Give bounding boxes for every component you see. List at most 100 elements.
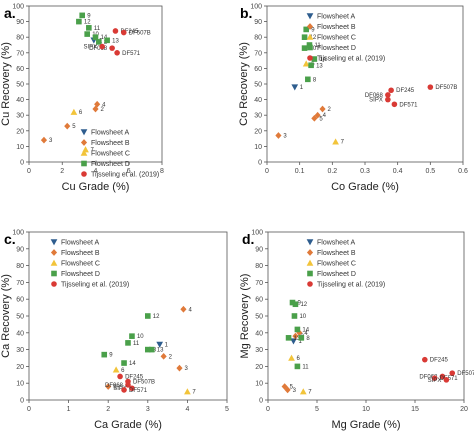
data-point	[319, 105, 326, 113]
x-tick-label: 8	[160, 168, 164, 175]
y-tick-label: 60	[16, 297, 24, 304]
y-tick-label: 0	[20, 398, 24, 405]
point-label: SIPX	[113, 386, 127, 392]
data-point	[285, 335, 292, 341]
point-label: 4	[304, 331, 308, 337]
data-point	[117, 373, 123, 380]
series-tijsseling-et-al-2019-: DF245DF507BDF068DF571SIPX	[419, 356, 474, 384]
point-label: 9	[87, 13, 91, 19]
y-tick-label: 40	[16, 330, 24, 337]
x-axis-title: Mg Grade (%)	[331, 419, 400, 431]
point-label: 1	[165, 343, 169, 349]
legend: Flowsheet A Flowsheet B Flowsheet C Flowshe…	[80, 129, 159, 179]
point-label: 7	[341, 140, 345, 146]
data-point	[92, 34, 99, 40]
y-axis-title: Cu Recovery (%)	[0, 42, 12, 126]
point-label: 13	[157, 348, 164, 354]
series-flowsheet-a: 1	[291, 84, 304, 91]
legend-marker	[306, 33, 314, 40]
point-label: 5	[72, 124, 76, 130]
data-point	[121, 360, 127, 366]
data-point	[101, 351, 108, 358]
legend-label: Flowsheet A	[317, 14, 355, 21]
panel-letter: d.	[242, 231, 254, 247]
point-label: 14	[319, 57, 326, 63]
data-point	[311, 56, 318, 62]
y-tick-label: 100	[251, 230, 263, 237]
legend-label: Tijsseling et al. (2019)	[317, 282, 385, 289]
point-label: 12	[310, 35, 317, 41]
series-flowsheet-d: 912111014813	[76, 12, 119, 46]
x-axis-title: Co Grade (%)	[331, 181, 399, 193]
point-label: SIPX	[83, 45, 97, 51]
y-tick-label: 40	[16, 97, 24, 104]
point-label: 14	[302, 327, 309, 333]
point-label: 7	[192, 390, 196, 396]
x-tick-label: 4	[185, 406, 189, 413]
point-label: 7	[308, 390, 312, 396]
point-label: DF571	[122, 51, 141, 57]
point-label: DF245	[120, 29, 139, 35]
y-tick-label: 70	[16, 280, 24, 287]
x-tick-label: 0	[266, 406, 270, 413]
legend-marker	[51, 281, 57, 287]
point-label: DF507B	[457, 371, 474, 377]
x-tick-label: 3	[146, 406, 150, 413]
legend-marker	[80, 139, 88, 146]
x-tick-label: 0	[265, 168, 269, 175]
point-label: 14	[129, 361, 136, 367]
series-flowsheet-b: 42 5 3	[40, 100, 106, 144]
legend-marker	[50, 239, 58, 246]
y-tick-label: 60	[16, 66, 24, 73]
data-point	[427, 84, 434, 90]
data-point	[439, 373, 446, 380]
legend-label: Flowsheet A	[61, 240, 99, 247]
point-label: 11	[94, 26, 101, 32]
data-point	[129, 385, 135, 392]
x-tick-label: 0.6	[458, 168, 468, 175]
point-label: 2	[328, 107, 332, 113]
point-label: SIPX	[369, 98, 383, 104]
series-flowsheet-b: 4 2 3 5	[105, 305, 192, 391]
data-point	[292, 301, 299, 308]
data-point	[112, 28, 119, 34]
point-label: 1	[298, 339, 302, 345]
y-tick-label: 100	[12, 4, 24, 11]
point-label: 6	[79, 110, 83, 116]
point-label: 7	[91, 148, 95, 154]
data-point	[311, 114, 318, 122]
panel-letter: b.	[240, 5, 252, 21]
data-point	[70, 108, 78, 115]
point-label: 12	[84, 20, 91, 26]
y-axis-title: Mg Recovery (%)	[239, 274, 251, 359]
legend: Flowsheet A Flowsheet B Flowsheet C Flowshe…	[50, 239, 129, 289]
chart-panel-2: 0 10 20 30 40 50 60 70 80 90 100 0 0.1 0.2 0.3 0.4 0.5 0.…	[238, 4, 468, 194]
point-label: 6	[121, 368, 125, 374]
data-point	[79, 12, 85, 19]
data-point	[284, 386, 291, 394]
x-tick-label: 5	[225, 406, 229, 413]
data-point	[332, 138, 339, 145]
y-tick-label: 70	[254, 50, 262, 57]
point-label: 3	[283, 133, 287, 139]
y-tick-label: 20	[16, 364, 24, 371]
y-tick-label: 60	[255, 297, 263, 304]
x-tick-label: 10	[362, 406, 370, 413]
data-point	[422, 356, 428, 363]
point-label: 14	[101, 35, 108, 41]
legend-marker	[306, 23, 314, 30]
legend-label: Tijsseling et al. (2019)	[61, 282, 129, 289]
y-tick-label: 30	[255, 347, 263, 354]
point-label: 13	[316, 63, 323, 69]
y-tick-label: 70	[255, 280, 263, 287]
series-flowsheet-c: 67	[112, 366, 196, 396]
y-tick-label: 80	[16, 35, 24, 42]
point-label: 5	[113, 385, 117, 391]
x-tick-label: 0	[27, 168, 31, 175]
data-point	[391, 101, 398, 108]
x-axis-title: Cu Grade (%)	[62, 181, 130, 193]
data-point	[145, 346, 151, 353]
